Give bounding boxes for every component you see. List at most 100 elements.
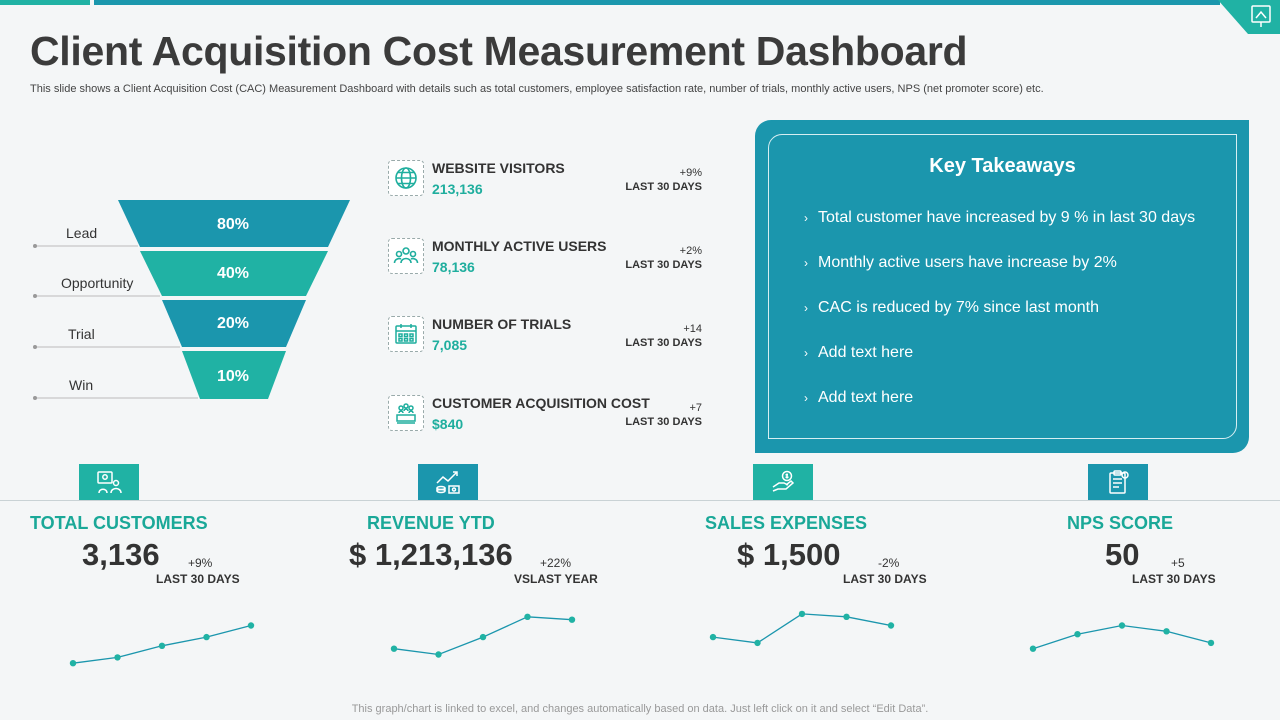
metric-customer-acquisition-cost: CUSTOMER ACQUISITION COST $840 +7 LAST 3… xyxy=(388,395,708,435)
kpi-title-revenue-ytd: REVENUE YTD xyxy=(367,513,495,533)
takeaway-text: Monthly active users have increase by 2% xyxy=(818,254,1117,271)
kpi-change-total-customers: +9% xyxy=(188,556,213,570)
kpi-value-sales-expenses: $ 1,500 xyxy=(737,537,841,572)
chevron-right-icon: › xyxy=(804,211,808,225)
clipboard-icon xyxy=(1088,464,1148,500)
chevron-right-icon: › xyxy=(804,346,808,360)
sparkline-point xyxy=(479,633,487,641)
funnel-segment-opportunity xyxy=(140,251,328,296)
metric-name: WEBSITE VISITORS xyxy=(432,160,565,176)
takeaway-item: › Monthly active users have increase by 2… xyxy=(804,254,1117,272)
funnel-leader-line-win xyxy=(33,396,198,400)
metric-value: 78,136 xyxy=(432,259,475,275)
sales-funnel-chart: Lead Opportunity Trial Win 80% 40% 20% 1… xyxy=(30,195,360,410)
sparkline-point xyxy=(1207,639,1215,647)
metric-change: +7 xyxy=(689,402,702,414)
sparkline-point xyxy=(843,613,850,620)
funnel-label-trial: Trial xyxy=(68,326,95,342)
calendar-icon xyxy=(388,316,424,352)
takeaway-item: › CAC is reduced by 7% since last month xyxy=(804,299,1099,317)
sparkline-point xyxy=(435,651,442,658)
sparkline-point xyxy=(754,639,761,647)
sparkline-point xyxy=(709,633,717,641)
takeaway-text: Add text here xyxy=(818,344,914,361)
metric-name: MONTHLY ACTIVE USERS xyxy=(432,238,607,254)
kpi-title-total-customers: TOTAL CUSTOMERS xyxy=(30,513,208,533)
expense-icon xyxy=(753,464,813,500)
chevron-right-icon: › xyxy=(804,391,808,405)
key-takeaways-title: Key Takeaways xyxy=(929,155,1076,177)
metric-monthly-active-users: MONTHLY ACTIVE USERS 78,136 +2% LAST 30 … xyxy=(388,238,708,278)
sparkline-point xyxy=(568,616,576,623)
sparkline-point xyxy=(1029,645,1037,652)
funnel-segment-lead xyxy=(118,200,350,247)
sparkline-sales-expenses xyxy=(709,610,895,647)
metric-website-visitors: WEBSITE VISITORS 213,136 +9% LAST 30 DAY… xyxy=(388,160,708,200)
page-title: Client Acquisition Cost Measurement Dash… xyxy=(30,28,968,74)
kpi-period-total-customers: LAST 30 DAYS xyxy=(156,572,240,586)
kpi-title-sales-expenses: SALES EXPENSES xyxy=(705,513,868,533)
funnel-label-opportunity: Opportunity xyxy=(61,275,134,291)
kpi-divider-line xyxy=(0,500,1280,501)
sparkline-point xyxy=(1074,631,1081,638)
funnel-segment-trial xyxy=(162,300,306,347)
sparkline-point xyxy=(69,660,77,667)
presentation-icon xyxy=(1251,5,1271,27)
kpi-value-nps-score: 50 xyxy=(1105,537,1140,572)
funnel-segment-win xyxy=(182,351,286,399)
globe-icon xyxy=(388,160,424,196)
kpi-change-sales-expenses: -2% xyxy=(878,556,900,570)
revenue-icon xyxy=(418,464,478,500)
page-subtitle: This slide shows a Client Acquisition Co… xyxy=(30,83,1044,95)
takeaway-item: › Add text here xyxy=(804,344,913,362)
kpi-period-revenue-ytd: VSLAST YEAR xyxy=(514,572,598,586)
metric-period: LAST 30 DAYS xyxy=(625,181,702,193)
users-icon xyxy=(388,238,424,274)
kpi-change-revenue-ytd: +22% xyxy=(540,556,572,570)
sparkline-point xyxy=(158,642,166,649)
metric-period: LAST 30 DAYS xyxy=(625,337,702,349)
key-takeaways-panel: Key Takeaways › Total customer have incre… xyxy=(755,120,1249,453)
metric-value: 7,085 xyxy=(432,337,468,353)
sparkline-point xyxy=(798,610,806,618)
chevron-right-icon: › xyxy=(804,256,808,270)
footer-note: This graph/chart is linked to excel, and… xyxy=(351,703,929,715)
takeaway-text: Add text here xyxy=(818,389,914,406)
sparkline-revenue-ytd xyxy=(390,613,576,658)
sparkline-point xyxy=(524,613,531,620)
funnel-label-lead: Lead xyxy=(66,225,98,241)
metric-period: LAST 30 DAYS xyxy=(625,259,702,271)
sparkline-point xyxy=(1118,622,1126,629)
metric-value: $840 xyxy=(432,416,464,432)
kpi-title-nps-score: NPS SCORE xyxy=(1067,513,1174,533)
kpi-period-nps-score: LAST 30 DAYS xyxy=(1132,572,1216,586)
kpi-change-nps-score: +5 xyxy=(1171,556,1185,570)
funnel-leader-line-opportunity xyxy=(33,294,160,298)
funnel-value-win: 10% xyxy=(216,368,250,385)
metric-name: NUMBER OF TRIALS xyxy=(432,316,572,332)
metric-number-of-trials: NUMBER OF TRIALS 7,085 +14 LAST 30 DAYS xyxy=(388,316,708,356)
metric-change: +9% xyxy=(679,167,702,179)
takeaway-item: › Add text here xyxy=(804,389,913,407)
metric-name: CUSTOMER ACQUISITION COST xyxy=(432,395,650,411)
metric-value: 213,136 xyxy=(432,181,483,197)
kpi-period-sales-expenses: LAST 30 DAYS xyxy=(843,572,927,586)
funnel-svg xyxy=(33,200,350,400)
metric-change: +2% xyxy=(679,245,702,257)
kpi-value-revenue-ytd: $ 1,213,136 xyxy=(349,537,513,572)
funnel-label-win: Win xyxy=(69,377,94,393)
key-takeaways-border: Key Takeaways › Total customer have incre… xyxy=(768,134,1237,439)
funnel-leader-line-trial xyxy=(33,345,180,349)
sparkline-total-customers xyxy=(69,622,255,667)
corner-logo-tab xyxy=(1218,0,1280,34)
sparkline-point xyxy=(203,633,210,641)
sparkline-point xyxy=(887,622,895,629)
sparkline-point xyxy=(390,645,398,652)
funnel-value-trial: 20% xyxy=(216,315,250,332)
top-accent-bar-right xyxy=(94,0,1220,5)
takeaway-text: Total customer have increased by 9 % in … xyxy=(818,209,1196,226)
team-icon xyxy=(388,395,424,431)
sparkline-nps-score xyxy=(1029,622,1215,652)
top-accent-bar-left xyxy=(0,0,90,5)
sparkline-point xyxy=(114,654,121,661)
